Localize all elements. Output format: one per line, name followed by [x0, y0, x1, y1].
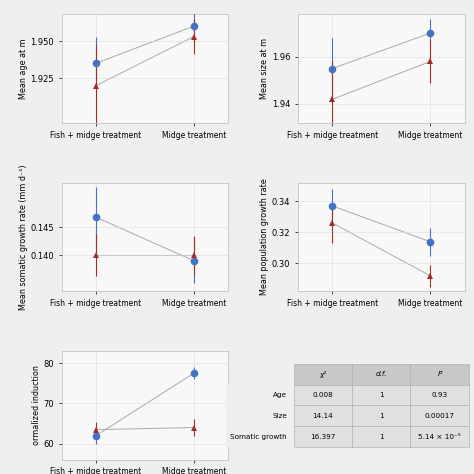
Y-axis label: Mean population growth rate: Mean population growth rate	[260, 179, 269, 295]
Y-axis label: ormalized induction: ormalized induction	[32, 365, 41, 446]
Y-axis label: Mean size at m: Mean size at m	[260, 38, 269, 99]
Y-axis label: Mean somatic growth rate (mm d⁻¹): Mean somatic growth rate (mm d⁻¹)	[18, 164, 27, 310]
Y-axis label: Mean age at m: Mean age at m	[18, 38, 27, 99]
